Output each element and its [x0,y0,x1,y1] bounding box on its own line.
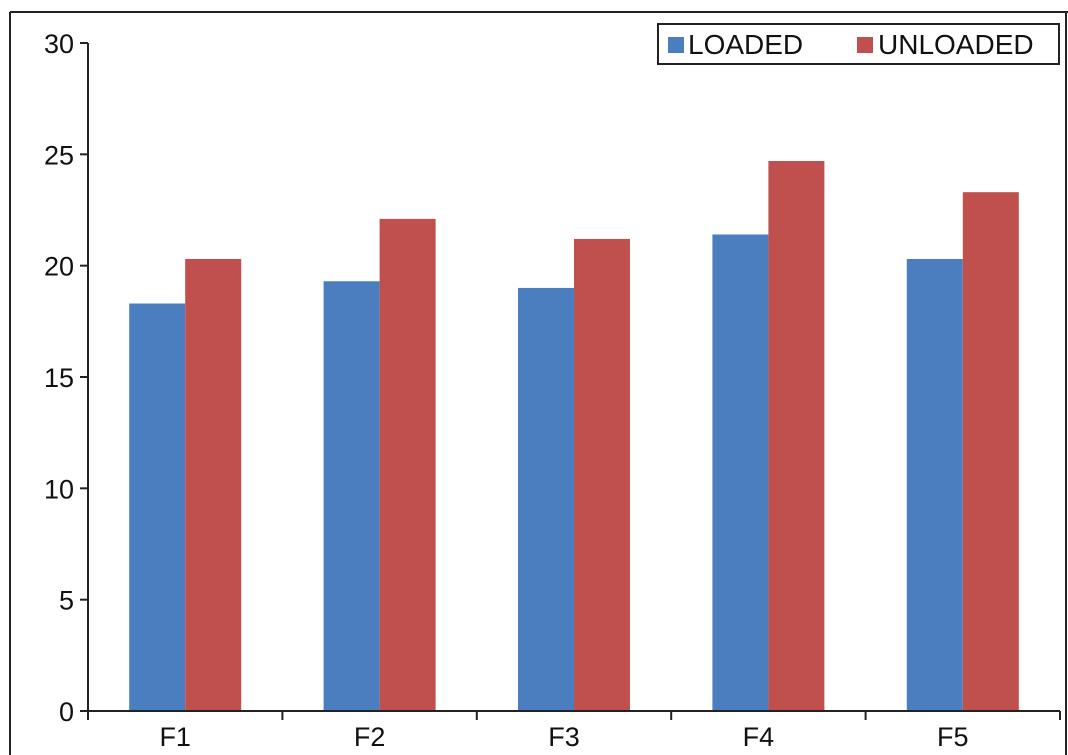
x-tick-label-f3: F3 [548,722,580,752]
y-tick-label: 5 [59,586,74,616]
x-tick-label-f2: F2 [354,722,386,752]
y-tick-label: 15 [44,363,74,393]
bar-unloaded-f3 [574,238,630,712]
legend-swatch-loaded [668,37,684,53]
bar-loaded-f4 [712,234,769,711]
bar-loaded-f1 [129,303,186,711]
bars-group [129,161,1019,712]
bar-loaded-f5 [906,258,963,711]
y-tick-label: 10 [44,474,74,504]
bar-loaded-f3 [518,287,574,711]
bar-unloaded-f1 [185,258,242,711]
legend: LOADED UNLOADED [657,23,1060,65]
axes-group: 0 5 10 15 20 25 30 F1 F2 F3 F4 F5 [44,29,1061,752]
bar-unloaded-f5 [962,192,1019,712]
bar-unloaded-f4 [768,161,825,712]
bar-unloaded-f2 [379,218,436,711]
y-tick-label: 30 [44,29,74,59]
x-tick-label-f1: F1 [159,722,191,752]
bar-loaded-f2 [323,281,380,711]
legend-label-unloaded: UNLOADED [878,29,1034,60]
legend-label-loaded: LOADED [688,29,803,60]
y-tick-label: 0 [59,697,74,727]
x-tick-label-f4: F4 [743,722,775,752]
x-tick-label-f5: F5 [937,722,969,752]
y-tick-label: 25 [44,140,74,170]
legend-swatch-unloaded [857,37,873,53]
y-tick-label: 20 [44,252,74,282]
